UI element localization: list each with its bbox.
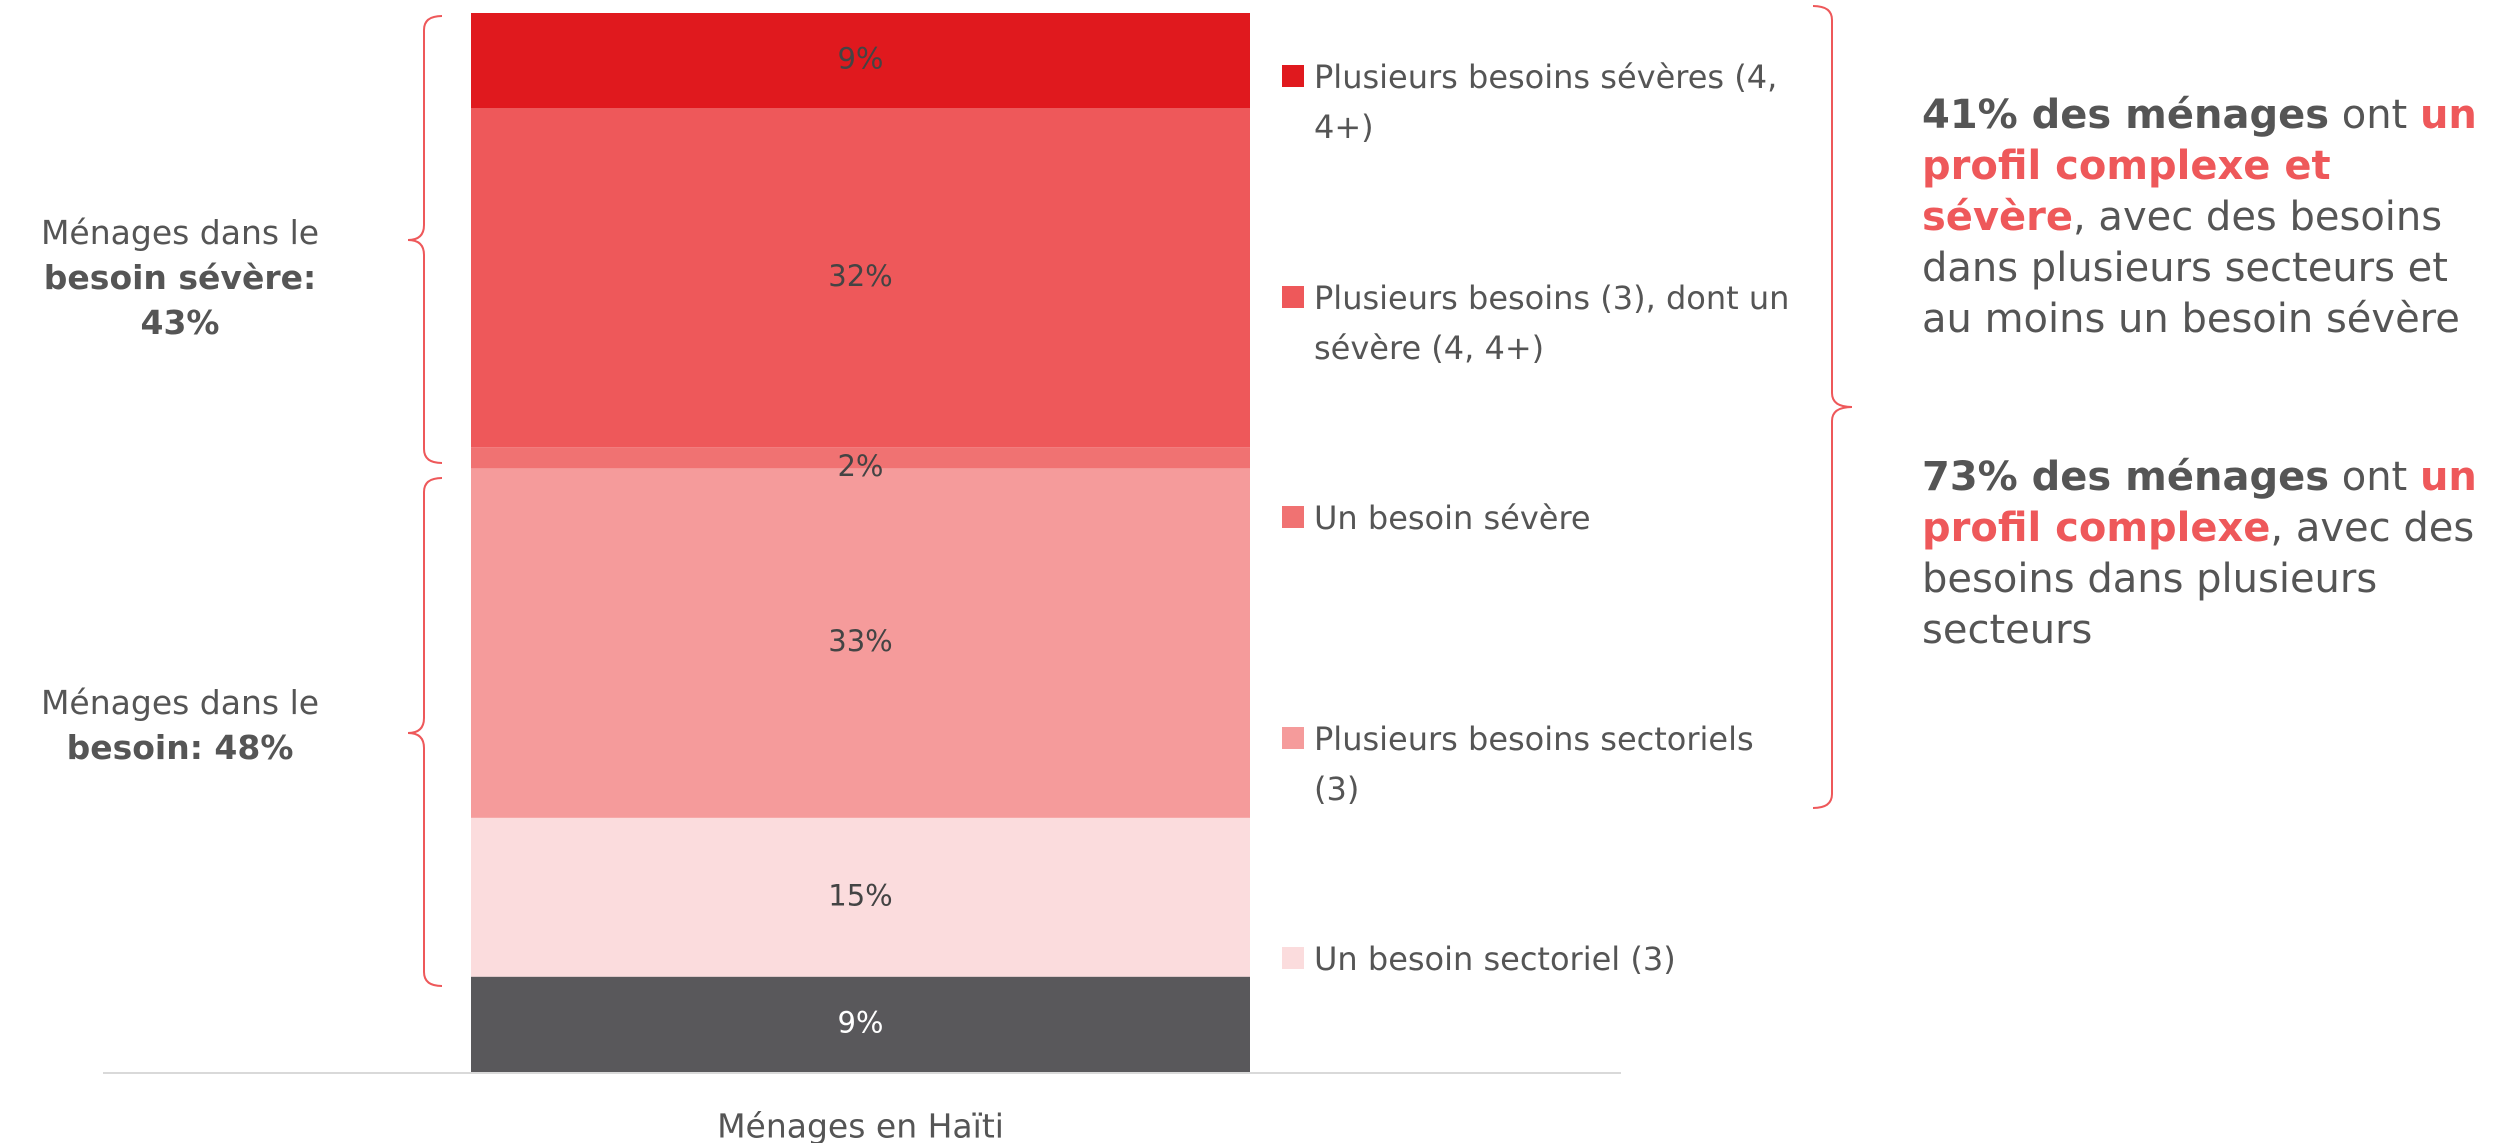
annotation: Ménages dans le besoin: 48% [0, 680, 360, 770]
legend-label: Plusieurs besoins (3), dont un sévère (4… [1314, 279, 1790, 367]
data-label: 9% [837, 42, 883, 76]
data-label: 32% [828, 259, 892, 293]
legend-swatch [1282, 947, 1304, 969]
legend-item: Un besoin sévère [1282, 493, 1802, 543]
annotation-text: 41% des ménages [1922, 92, 2330, 138]
bracket [407, 477, 443, 987]
legend-item: Un besoin sectoriel (3) [1282, 934, 1802, 984]
bracket [407, 15, 443, 464]
annotation-text: , avec des besoins dans plusieurs secteu… [1922, 194, 2460, 342]
legend-label: Un besoin sectoriel (3) [1314, 940, 1676, 978]
annotation-text: , avec des besoins dans plusieurs secteu… [1922, 505, 2475, 653]
annotation: 73% des ménages ont un profil complexe, … [1922, 452, 2492, 656]
legend-label: Un besoin sévère [1314, 499, 1591, 537]
legend-label: Plusieurs besoins sectoriels (3) [1314, 720, 1754, 808]
bar-segment [471, 817, 1250, 977]
annotation-line: besoin: 48% [66, 728, 294, 767]
legend-item: Plusieurs besoins (3), dont un sévère (4… [1282, 273, 1802, 373]
legend-swatch [1282, 286, 1304, 308]
x-tick-label: Ménages en Haïti [717, 1107, 1004, 1143]
legend-swatch [1282, 65, 1304, 87]
bar-segment [471, 468, 1250, 818]
bar-segment [471, 108, 1250, 448]
bracket [1812, 5, 1853, 809]
legend-swatch [1282, 506, 1304, 528]
annotation-text: 73% des ménages [1922, 454, 2330, 500]
bar-segment [471, 13, 1250, 109]
annotation-line: Ménages dans le [40, 683, 320, 722]
annotation-text: ont [2329, 92, 2420, 138]
annotation: 41% des ménages ont un profil complexe e… [1922, 90, 2492, 345]
legend-item: Plusieurs besoins sévères (4, 4+) [1282, 52, 1802, 152]
legend-swatch [1282, 727, 1304, 749]
legend-item: Plusieurs besoins sectoriels (3) [1282, 714, 1802, 814]
legend-label: Plusieurs besoins sévères (4, 4+) [1314, 58, 1778, 146]
bar-segment [471, 447, 1250, 469]
data-label: 2% [837, 449, 883, 483]
bar-segment [471, 976, 1250, 1072]
annotation-line: Ménages dans le [40, 213, 320, 252]
annotation: Ménages dans le besoin sévère: 43% [0, 210, 360, 345]
annotation-text: un profil complexe et sévère [1922, 92, 2477, 240]
annotation-line: besoin sévère: 43% [43, 258, 317, 342]
data-label: 15% [828, 878, 892, 912]
data-label: 33% [828, 624, 892, 658]
annotation-text: ont [2329, 454, 2420, 500]
annotation-text: un profil complexe [1922, 454, 2477, 551]
data-label: 9% [837, 1005, 883, 1039]
